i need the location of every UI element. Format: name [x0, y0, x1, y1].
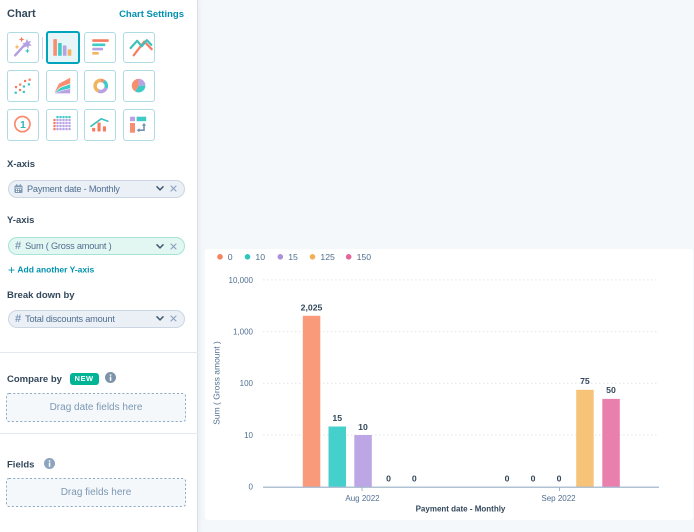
svg-text:15: 15: [288, 252, 298, 262]
svg-text:Sep 2022: Sep 2022: [541, 494, 576, 503]
svg-text:0: 0: [228, 252, 233, 262]
svg-text:50: 50: [606, 385, 616, 395]
svg-text:125: 125: [320, 252, 335, 262]
svg-text:75: 75: [580, 376, 590, 386]
svg-text:150: 150: [357, 252, 372, 262]
svg-text:10,000: 10,000: [229, 276, 254, 285]
svg-text:Sum ( Gross amount ): Sum ( Gross amount ): [212, 341, 222, 425]
svg-text:0: 0: [557, 473, 562, 483]
svg-text:0: 0: [505, 473, 510, 483]
svg-text:1: 1: [20, 119, 26, 131]
svg-text:0: 0: [412, 473, 417, 483]
svg-text:15: 15: [332, 413, 342, 423]
svg-text:0: 0: [531, 473, 536, 483]
svg-text:Payment date - Monthly: Payment date - Monthly: [416, 505, 506, 514]
svg-text:10: 10: [358, 422, 368, 432]
svg-text:Aug 2022: Aug 2022: [345, 494, 380, 503]
svg-text:0: 0: [386, 473, 391, 483]
svg-text:10: 10: [255, 252, 265, 262]
svg-text:2,025: 2,025: [301, 303, 323, 313]
svg-text:100: 100: [240, 379, 254, 388]
svg-text:0: 0: [249, 483, 254, 492]
svg-text:10: 10: [244, 431, 253, 440]
svg-text:1,000: 1,000: [233, 328, 254, 337]
